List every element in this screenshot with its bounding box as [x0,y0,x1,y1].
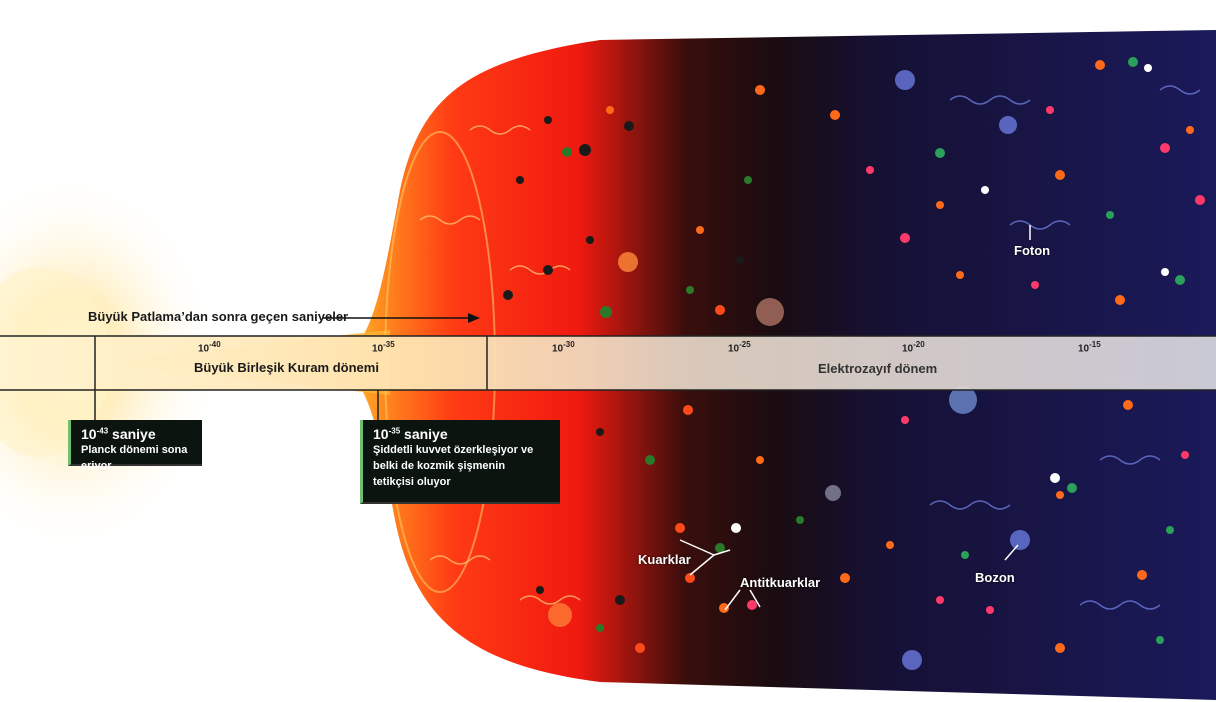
time-axis-band [0,336,1216,390]
kuarklar-label: Kuarklar [638,552,691,567]
inflation-event-desc-1: Şiddetli kuvvet özerkleşiyor ve [373,444,534,456]
axis-caption: Büyük Patlama’dan sonra geçen saniyeler [88,309,349,324]
planck-event-box: 10-43 saniye Planck dönemi sona eriyor [68,420,202,472]
inflation-event-desc-3: tetikçisi oluyor [373,476,451,488]
foton-label: Foton [1014,243,1051,258]
tick-label: 10-35 [372,340,395,355]
era-electroweak-label: Elektrozayıf dönem [818,361,938,376]
antikuarklar-label: Antitkuarklar [740,575,821,590]
tick-label: 10-20 [902,340,925,355]
tick-label: 10-15 [1078,340,1101,355]
tick-label: 10-40 [198,340,221,355]
planck-event-desc: Planck dönemi sona eriyor [81,444,188,472]
particles [503,57,1205,670]
tick-label: 10-30 [552,340,575,355]
bozon-label: Bozon [975,570,1015,585]
inflation-event-box: 10-35 saniye Şiddetli kuvvet özerkleşiyo… [360,420,560,504]
era-gut-label: Büyük Birleşik Kuram dönemi [194,360,379,375]
tick-label: 10-25 [728,340,751,355]
inflation-event-desc-2: belki de kozmik şişmenin [373,460,506,472]
